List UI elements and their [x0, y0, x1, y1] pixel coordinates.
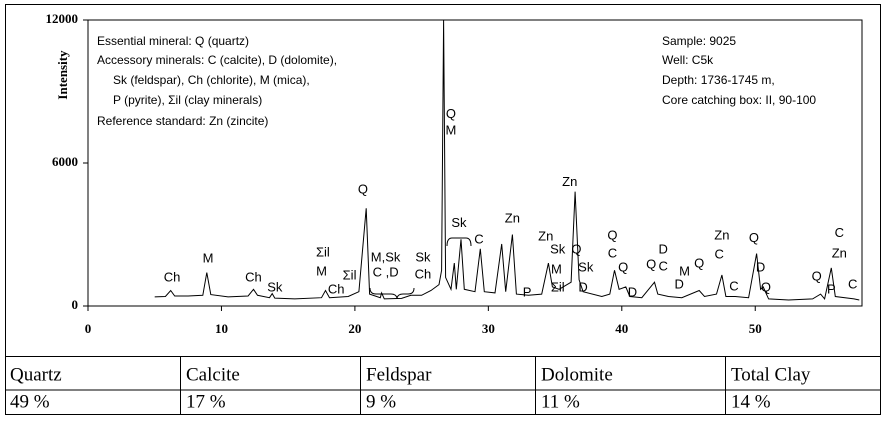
peak-label: C — [715, 246, 724, 261]
peak-label: Sk — [415, 249, 431, 264]
peak-label: D — [578, 279, 587, 294]
table-header: Calcite — [186, 364, 240, 385]
table-header: Feldspar — [366, 364, 432, 385]
peak-label: C — [474, 231, 483, 246]
peak-label: Sk — [267, 279, 283, 294]
note: Essential mineral: Q (quartz) — [97, 34, 249, 48]
peak-label: M — [679, 263, 690, 278]
peak-label: C ,D — [373, 264, 399, 279]
y-tick-label: 12000 — [46, 11, 79, 26]
peak-label: M — [316, 263, 327, 278]
peak-label: Σil — [343, 267, 357, 282]
peak-label: Ch — [415, 266, 432, 281]
peak-label: M — [203, 250, 214, 265]
peak-label: M,Sk — [371, 249, 401, 264]
peak-label: M — [551, 261, 562, 276]
peak-label: C — [658, 258, 667, 273]
peak-label: Q — [646, 256, 656, 271]
table — [5, 356, 881, 415]
table-header: Quartz — [10, 364, 62, 385]
x-tick-label: 10 — [215, 321, 228, 336]
note: Reference standard: Zn (zincite) — [97, 114, 268, 128]
peak-label: Q — [358, 181, 368, 196]
peak-label: Σil — [316, 244, 330, 259]
peak-label: Zn — [832, 245, 847, 260]
note: Sk (feldspar), Ch (chlorite), M (mica), — [113, 73, 310, 87]
x-tick-label: 50 — [749, 321, 762, 336]
peak-label: D — [674, 276, 683, 291]
table-cell: 9 % — [366, 391, 396, 412]
peak-label: Ch — [245, 269, 262, 284]
note: Depth: 1736-1745 m, — [662, 73, 775, 87]
peak-label: Q — [749, 230, 759, 245]
x-tick-label: 40 — [615, 321, 628, 336]
peak-label: D — [628, 284, 637, 299]
peak-label: Ch — [164, 269, 181, 284]
peak-label: Zn — [562, 174, 577, 189]
peak-label: Ch — [328, 281, 345, 296]
peak-label: Q — [812, 268, 822, 283]
peak-label: Zn — [714, 227, 729, 242]
note: Well: C5k — [662, 53, 714, 67]
note: Sample: 9025 — [662, 34, 736, 48]
peak-label: Q — [446, 106, 456, 121]
peak-label: Σil — [551, 279, 565, 294]
peak-label: D — [658, 241, 667, 256]
peak-label: P — [827, 281, 836, 296]
xrd-trace — [154, 19, 860, 301]
peak-label: D — [756, 259, 765, 274]
bracket — [446, 237, 472, 247]
table-cell: 17 % — [186, 391, 226, 412]
note: Accessory minerals: C (calcite), D (dolo… — [97, 53, 337, 67]
x-tick-label: 0 — [85, 321, 92, 336]
table-cell: 14 % — [731, 391, 771, 412]
frame — [5, 4, 881, 357]
note: P (pyrite), Σil (clay minerals) — [113, 93, 262, 107]
peak-label: C — [835, 225, 844, 240]
peak-label: C — [848, 276, 857, 291]
y-tick-label: 0 — [72, 297, 79, 312]
x-tick-label: 20 — [348, 321, 361, 336]
peak-label: P — [523, 284, 532, 299]
peak-label: Sk — [451, 215, 467, 230]
peak-label: C — [729, 278, 738, 293]
peak-label: Q — [694, 255, 704, 270]
table-header: Total Clay — [731, 364, 811, 385]
peak-label: C — [608, 245, 617, 260]
peak-label: Q — [761, 279, 771, 294]
peak-label: Q — [607, 227, 617, 242]
peak-label: Zn — [538, 228, 553, 243]
peak-label: Sk — [550, 241, 566, 256]
y-axis-title: Intensity — [55, 50, 70, 100]
peak-label: M — [446, 122, 457, 137]
table-cell: 49 % — [10, 391, 50, 412]
peak-label: Sk — [578, 259, 594, 274]
x-tick-label: 30 — [482, 321, 495, 336]
bracket — [369, 287, 415, 299]
table-header: Dolomite — [541, 364, 613, 385]
table-cell: 11 % — [541, 391, 580, 412]
peak-label: Zn — [505, 210, 520, 225]
y-tick-label: 6000 — [52, 154, 78, 169]
note: Core catching box: II, 90-100 — [662, 93, 816, 107]
peak-label: Q — [618, 259, 628, 274]
peak-label: Q — [571, 241, 581, 256]
